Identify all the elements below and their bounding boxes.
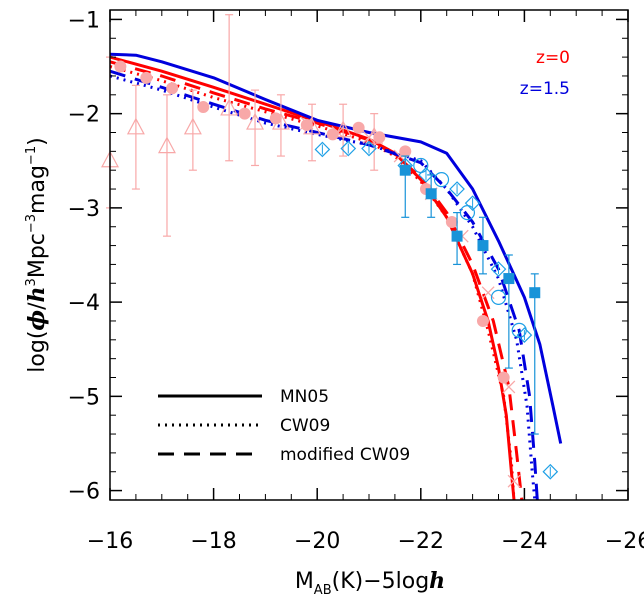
- legend: MN05 CW09 modified CW09: [158, 387, 410, 465]
- obs-z15-diamond: [340, 140, 357, 157]
- axis-ticks: −16 −18 −20 −22 −24 −26 −1 −2 −3 −4 −5 −6: [68, 8, 644, 554]
- obs-z15-square: [451, 230, 463, 242]
- obs-z0-circle: [114, 60, 127, 73]
- obs-z15-diamond: [464, 195, 481, 212]
- x-tick-label: −24: [501, 529, 547, 554]
- model-line-z15-modified-cw09: [109, 69, 539, 501]
- obs-z15-square: [399, 164, 411, 176]
- obs-z0-circle: [326, 128, 339, 141]
- obs-z15-diamond: [449, 181, 465, 197]
- y-tick-label: −2: [68, 103, 100, 128]
- obs-z15-diamond: [314, 141, 331, 158]
- obs-z15-square: [425, 188, 437, 200]
- observation-points: [101, 14, 559, 488]
- legend-label-cw09: CW09: [280, 416, 330, 436]
- redshift-label-z15: z=1.5: [520, 79, 570, 99]
- obs-z0-circle: [238, 107, 251, 120]
- obs-z15-circle: [433, 172, 450, 188]
- obs-z0-circle: [445, 216, 458, 229]
- obs-z0-cross: [507, 474, 521, 488]
- obs-z15-circle: [511, 322, 527, 338]
- x-tick-label: −26: [605, 529, 644, 554]
- obs-z0-triangle: [220, 98, 239, 116]
- redshift-label-z0: z=0: [536, 48, 570, 68]
- obs-z15-circle: [490, 289, 507, 306]
- x-axis-title: MAB(K)−5logh: [295, 568, 445, 597]
- obs-z15-diamond: [516, 327, 533, 343]
- obs-z0-circle: [197, 101, 210, 114]
- obs-z0-cross: [362, 130, 376, 144]
- obs-z0-triangle: [157, 136, 176, 154]
- legend-label-modified-cw09: modified CW09: [280, 445, 410, 465]
- obs-z0-circle: [300, 118, 313, 131]
- model-line-z0-mn05: [109, 55, 516, 501]
- obs-z0-circle: [399, 145, 412, 158]
- obs-z0-circle: [140, 71, 153, 84]
- y-tick-label: −3: [68, 197, 100, 222]
- obs-z0-circle: [497, 371, 510, 384]
- legend-label-mn05: MN05: [280, 387, 329, 407]
- obs-z15-diamond: [490, 261, 507, 277]
- obs-z0-circle: [166, 82, 179, 95]
- x-tick-label: −20: [294, 529, 340, 554]
- obs-z15-diamond: [542, 463, 559, 480]
- y-tick-label: −4: [68, 291, 100, 316]
- obs-z0-triangle: [183, 117, 202, 135]
- obs-z0-triangle: [126, 117, 145, 135]
- obs-z15-circle: [413, 157, 429, 174]
- obs-z0-cross: [481, 286, 495, 300]
- obs-z0-circle: [352, 121, 365, 134]
- obs-z15-square: [529, 287, 541, 299]
- x-tick-label: −16: [87, 529, 133, 554]
- obs-z15-square: [503, 273, 515, 285]
- y-tick-label: −5: [68, 385, 100, 410]
- y-tick-label: −6: [68, 480, 100, 505]
- x-tick-label: −22: [398, 529, 444, 554]
- obs-z0-circle: [373, 131, 386, 144]
- obs-z15-diamond: [361, 140, 377, 157]
- y-axis-title: log(ϕ/h3Mpc−3mag−1): [24, 137, 50, 372]
- obs-z15-square: [477, 240, 489, 252]
- y-tick-label: −1: [68, 8, 100, 33]
- obs-z0-circle: [269, 112, 282, 125]
- x-tick-label: −18: [190, 529, 236, 554]
- obs-z0-triangle: [334, 120, 353, 138]
- obs-z0-triangle: [246, 112, 265, 130]
- obs-z0-circle: [476, 314, 489, 327]
